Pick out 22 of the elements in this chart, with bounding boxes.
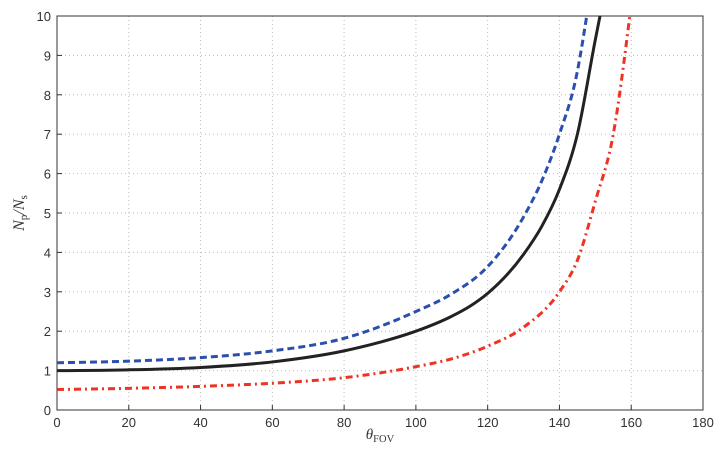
y-tick-label: 5	[44, 206, 51, 221]
y-tick-label: 6	[44, 166, 51, 182]
x-tick-label: 120	[476, 415, 499, 430]
x-tick-label: 20	[122, 415, 136, 430]
y-tick-label: 0	[44, 403, 51, 418]
x-tick-label: 40	[193, 415, 208, 430]
y-tick-label: 8	[44, 88, 51, 103]
y-tick-label: 2	[44, 324, 51, 340]
y-tick-label: 3	[44, 284, 51, 300]
x-tick-label: 0	[53, 415, 61, 430]
y-tick-label: 4	[44, 245, 51, 260]
x-axis-title: θ$_{FOV}$	[366, 427, 395, 445]
x-tick-label: 100	[405, 415, 427, 430]
x-tick-label: 180	[692, 415, 714, 430]
y-tick-label: 10	[36, 9, 51, 24]
y-tick-label: 1	[44, 364, 51, 379]
y-tick-label: 7	[44, 127, 51, 142]
x-tick-label: 80	[336, 415, 352, 430]
x-tick-label: 160	[620, 415, 642, 430]
x-tick-label: 60	[265, 415, 280, 430]
y-tick-label: 9	[44, 48, 51, 64]
x-tick-label: 140	[548, 415, 570, 430]
